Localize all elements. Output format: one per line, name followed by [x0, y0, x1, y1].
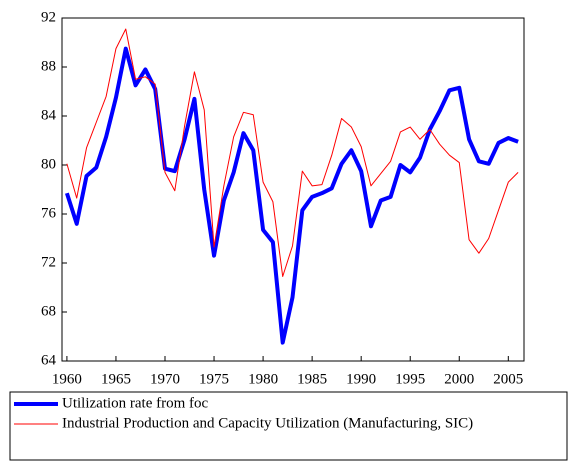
x-tick-label: 1985	[297, 371, 327, 387]
x-tick-label: 2005	[493, 371, 523, 387]
y-tick-label: 88	[41, 58, 56, 74]
y-tick-label: 64	[41, 352, 57, 368]
legend-label: Utilization rate from foc	[62, 395, 209, 411]
x-tick-label: 1990	[346, 371, 376, 387]
legend-label: Industrial Production and Capacity Utili…	[62, 415, 473, 431]
y-tick-label: 80	[41, 156, 56, 172]
legend-box	[9, 391, 568, 461]
y-tick-label: 76	[41, 205, 57, 221]
y-tick-label: 72	[41, 254, 56, 270]
x-tick-label: 1975	[199, 371, 229, 387]
y-tick-label: 92	[41, 9, 56, 25]
y-tick-label: 68	[41, 303, 56, 319]
series-line	[66, 28, 519, 277]
plot-frame	[61, 17, 525, 362]
x-tick-label: 2000	[444, 371, 474, 387]
series-line	[64, 46, 519, 345]
x-tick-label: 1965	[101, 371, 131, 387]
x-tick-label: 1970	[150, 371, 180, 387]
x-tick-label: 1995	[395, 371, 425, 387]
x-tick-label: 1960	[52, 371, 82, 387]
y-tick-label: 84	[41, 107, 57, 123]
x-tick-label: 1980	[248, 371, 278, 387]
